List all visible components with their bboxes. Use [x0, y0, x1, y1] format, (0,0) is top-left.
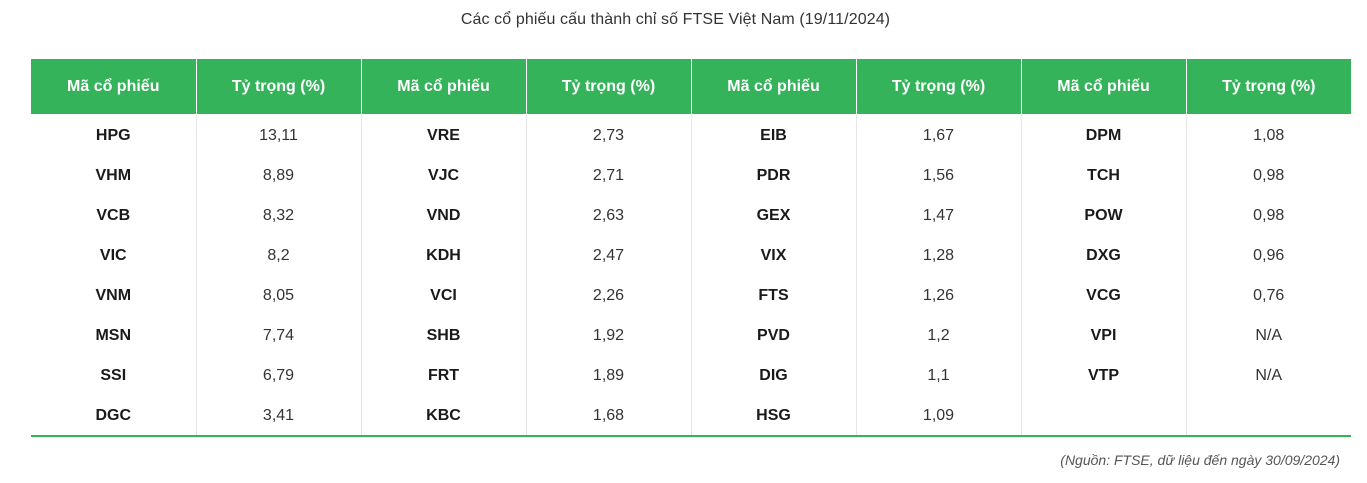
ticker-cell: VPI [1021, 316, 1187, 356]
ticker-cell: PDR [691, 156, 857, 196]
ftse-constituents-table: Mã cổ phiếu Tỷ trọng (%) Mã cổ phiếu Tỷ … [31, 59, 1351, 437]
weight-cell: 1,2 [856, 316, 1022, 356]
table-row: VCB 8,32 VND 2,63 GEX 1,47 POW 0,98 [31, 196, 1351, 236]
ticker-cell: DIG [691, 356, 857, 396]
ticker-cell: VND [361, 196, 527, 236]
ticker-cell: POW [1021, 196, 1187, 236]
weight-cell: 1,92 [526, 316, 692, 356]
weight-cell: 8,32 [196, 196, 362, 236]
ticker-cell: TCH [1021, 156, 1187, 196]
weight-cell: 8,89 [196, 156, 362, 196]
ticker-cell: PVD [691, 316, 857, 356]
weight-cell: N/A [1255, 367, 1283, 384]
ticker-cell: HPG [31, 114, 197, 156]
ticker-cell: FRT [361, 356, 527, 396]
ticker-cell: SSI [31, 356, 197, 396]
weight-cell: 1,08 [1253, 127, 1285, 144]
weight-cell: 1,28 [856, 236, 1022, 276]
ticker-cell: VIC [31, 236, 197, 276]
column-header-ticker: Mã cổ phiếu [361, 59, 527, 114]
page-title: Các cổ phiếu cấu thành chỉ số FTSE Việt … [460, 11, 891, 28]
ticker-cell [1021, 396, 1187, 437]
weight-cell: 2,73 [526, 114, 692, 156]
weight-cell: 13,11 [196, 114, 362, 156]
weight-cell: 8,2 [196, 236, 362, 276]
ticker-cell: VIX [691, 236, 857, 276]
weight-cell: 0,98 [1253, 207, 1285, 224]
weight-cell: 1,56 [856, 156, 1022, 196]
weight-cell: 1,26 [856, 276, 1022, 316]
weight-cell: 2,71 [526, 156, 692, 196]
weight-cell: 0,96 [1253, 247, 1285, 264]
weight-cell: 1,68 [526, 396, 692, 437]
weight-cell: 2,47 [526, 236, 692, 276]
table-row: VIC 8,2 KDH 2,47 VIX 1,28 DXG 0,96 [31, 236, 1351, 276]
weight-cell: 0,98 [1253, 167, 1285, 184]
weight-cell: 1,47 [856, 196, 1022, 236]
table-row: DGC 3,41 KBC 1,68 HSG 1,09 [31, 396, 1351, 437]
ticker-cell: MSN [31, 316, 197, 356]
ticker-cell: EIB [691, 114, 857, 156]
weight-cell: 1,67 [856, 114, 1022, 156]
weight-cell: 7,74 [196, 316, 362, 356]
weight-cell: 8,05 [196, 276, 362, 316]
column-header-ticker: Mã cổ phiếu [1021, 59, 1187, 114]
ticker-cell: HSG [691, 396, 857, 437]
table-row: HPG 13,11 VRE 2,73 EIB 1,67 DPM 1,08 [31, 114, 1351, 156]
table-row: VNM 8,05 VCI 2,26 FTS 1,26 VCG 0,76 [31, 276, 1351, 316]
table-header-row: Mã cổ phiếu Tỷ trọng (%) Mã cổ phiếu Tỷ … [31, 59, 1351, 114]
source-note: (Nguồn: FTSE, dữ liệu đến ngày 30/09/202… [1060, 452, 1340, 468]
ticker-cell: GEX [691, 196, 857, 236]
weight-cell: 2,63 [526, 196, 692, 236]
ticker-cell: VNM [31, 276, 197, 316]
weight-cell: 0,76 [1253, 287, 1285, 304]
ticker-cell: VRE [361, 114, 527, 156]
ticker-cell: KDH [361, 236, 527, 276]
ticker-cell: VCB [31, 196, 197, 236]
weight-cell: N/A [1255, 327, 1283, 344]
ticker-cell: VJC [361, 156, 527, 196]
weight-cell: 1,09 [856, 396, 1022, 437]
weight-cell: 1,89 [526, 356, 692, 396]
table-row: SSI 6,79 FRT 1,89 DIG 1,1 VTP N/A [31, 356, 1351, 396]
table-row: VHM 8,89 VJC 2,71 PDR 1,56 TCH 0,98 [31, 156, 1351, 196]
column-header-weight: Tỷ trọng (%) [526, 59, 692, 114]
ticker-cell: DXG [1021, 236, 1187, 276]
ticker-cell: VTP [1021, 356, 1187, 396]
ticker-cell: KBC [361, 396, 527, 437]
column-header-weight: Tỷ trọng (%) [1186, 59, 1351, 114]
column-header-ticker: Mã cổ phiếu [31, 59, 197, 114]
weight-cell: 6,79 [196, 356, 362, 396]
column-header-weight: Tỷ trọng (%) [856, 59, 1022, 114]
table-row: MSN 7,74 SHB 1,92 PVD 1,2 VPI N/A [31, 316, 1351, 356]
ticker-cell: FTS [691, 276, 857, 316]
ticker-cell: DGC [31, 396, 197, 437]
weight-cell: 2,26 [526, 276, 692, 316]
weight-cell: 1,1 [856, 356, 1022, 396]
ticker-cell: DPM [1021, 114, 1187, 156]
ticker-cell: VCG [1021, 276, 1187, 316]
weight-cell [1186, 396, 1351, 437]
ticker-cell: VCI [361, 276, 527, 316]
column-header-ticker: Mã cổ phiếu [691, 59, 857, 114]
weight-cell: 3,41 [196, 396, 362, 437]
ticker-cell: SHB [361, 316, 527, 356]
ticker-cell: VHM [31, 156, 197, 196]
column-header-weight: Tỷ trọng (%) [196, 59, 362, 114]
